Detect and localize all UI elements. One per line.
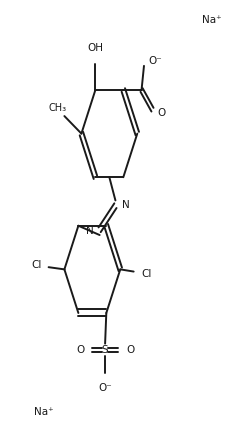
Text: O: O [158,108,166,118]
Text: S: S [102,345,108,355]
Text: O: O [126,345,134,355]
Text: O⁻: O⁻ [98,383,112,393]
Text: N: N [86,226,94,236]
Text: Cl: Cl [141,269,151,279]
Text: N: N [122,200,129,210]
Text: O: O [76,345,84,355]
Text: Na⁺: Na⁺ [34,407,53,417]
Text: Cl: Cl [31,260,41,270]
Text: OH: OH [87,43,103,53]
Text: O⁻: O⁻ [148,57,162,67]
Text: CH₃: CH₃ [48,103,66,113]
Text: Na⁺: Na⁺ [202,15,221,25]
